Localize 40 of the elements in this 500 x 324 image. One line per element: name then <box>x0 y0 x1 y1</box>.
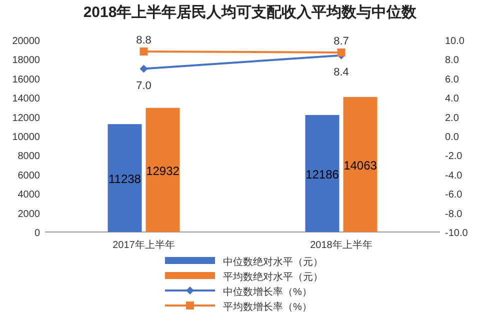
y2-tick-label: 4.0 <box>445 94 460 105</box>
data-label: 11238 <box>108 172 142 186</box>
y2-tick-label: 8.0 <box>445 55 460 66</box>
y-tick-label: 6000 <box>18 170 40 182</box>
y2-tick-label: -2.0 <box>445 151 463 162</box>
legend-label: 平均数增长率（%） <box>223 301 312 313</box>
point <box>337 48 346 56</box>
y2-tick-label: -6.0 <box>445 190 463 201</box>
point <box>140 48 148 56</box>
y-tick-label: 16000 <box>12 74 40 86</box>
data-label: 8.8 <box>136 34 152 47</box>
data-label: 12932 <box>146 164 180 178</box>
y-tick-label: 12000 <box>12 112 40 124</box>
legend-label: 平均数绝对水平（元） <box>223 271 323 283</box>
data-label: 12186 <box>306 168 340 182</box>
y2-tick-label: -8.0 <box>445 208 463 220</box>
chart-title: 2018年上半年居民人均可支配收入平均数与中位数 <box>83 4 418 21</box>
y2-tick-label: 6.0 <box>445 74 460 86</box>
y-tick-label: 10000 <box>12 132 40 143</box>
legend-label: 中位数绝对水平（元） <box>223 256 323 268</box>
y-tick-label: 4000 <box>18 190 40 201</box>
data-label: 8.4 <box>334 66 349 78</box>
data-label: 7.0 <box>136 80 152 92</box>
y2-tick-label: 2.0 <box>445 112 460 124</box>
y-tick-label: 20000 <box>12 36 40 47</box>
y-tick-label: 2000 <box>18 208 40 220</box>
x-tick-label: 2018年上半年 <box>310 239 372 251</box>
y2-tick-label: -4.0 <box>445 170 463 182</box>
y2-tick-label: 0.0 <box>445 132 460 143</box>
y2-tick-label: 10.0 <box>445 36 465 47</box>
y-tick-label: 14000 <box>12 94 40 105</box>
x-tick-label: 2017年上半年 <box>112 239 175 251</box>
legend-label: 中位数增长率（%） <box>223 286 312 298</box>
point <box>140 64 148 73</box>
y-tick-label: 0 <box>34 228 40 239</box>
data-label: 14063 <box>344 158 378 172</box>
y-tick-label: 8000 <box>18 151 40 162</box>
data-label: 8.7 <box>334 35 349 48</box>
y-tick-label: 18000 <box>12 55 40 66</box>
y2-tick-label: -10.0 <box>445 228 468 239</box>
